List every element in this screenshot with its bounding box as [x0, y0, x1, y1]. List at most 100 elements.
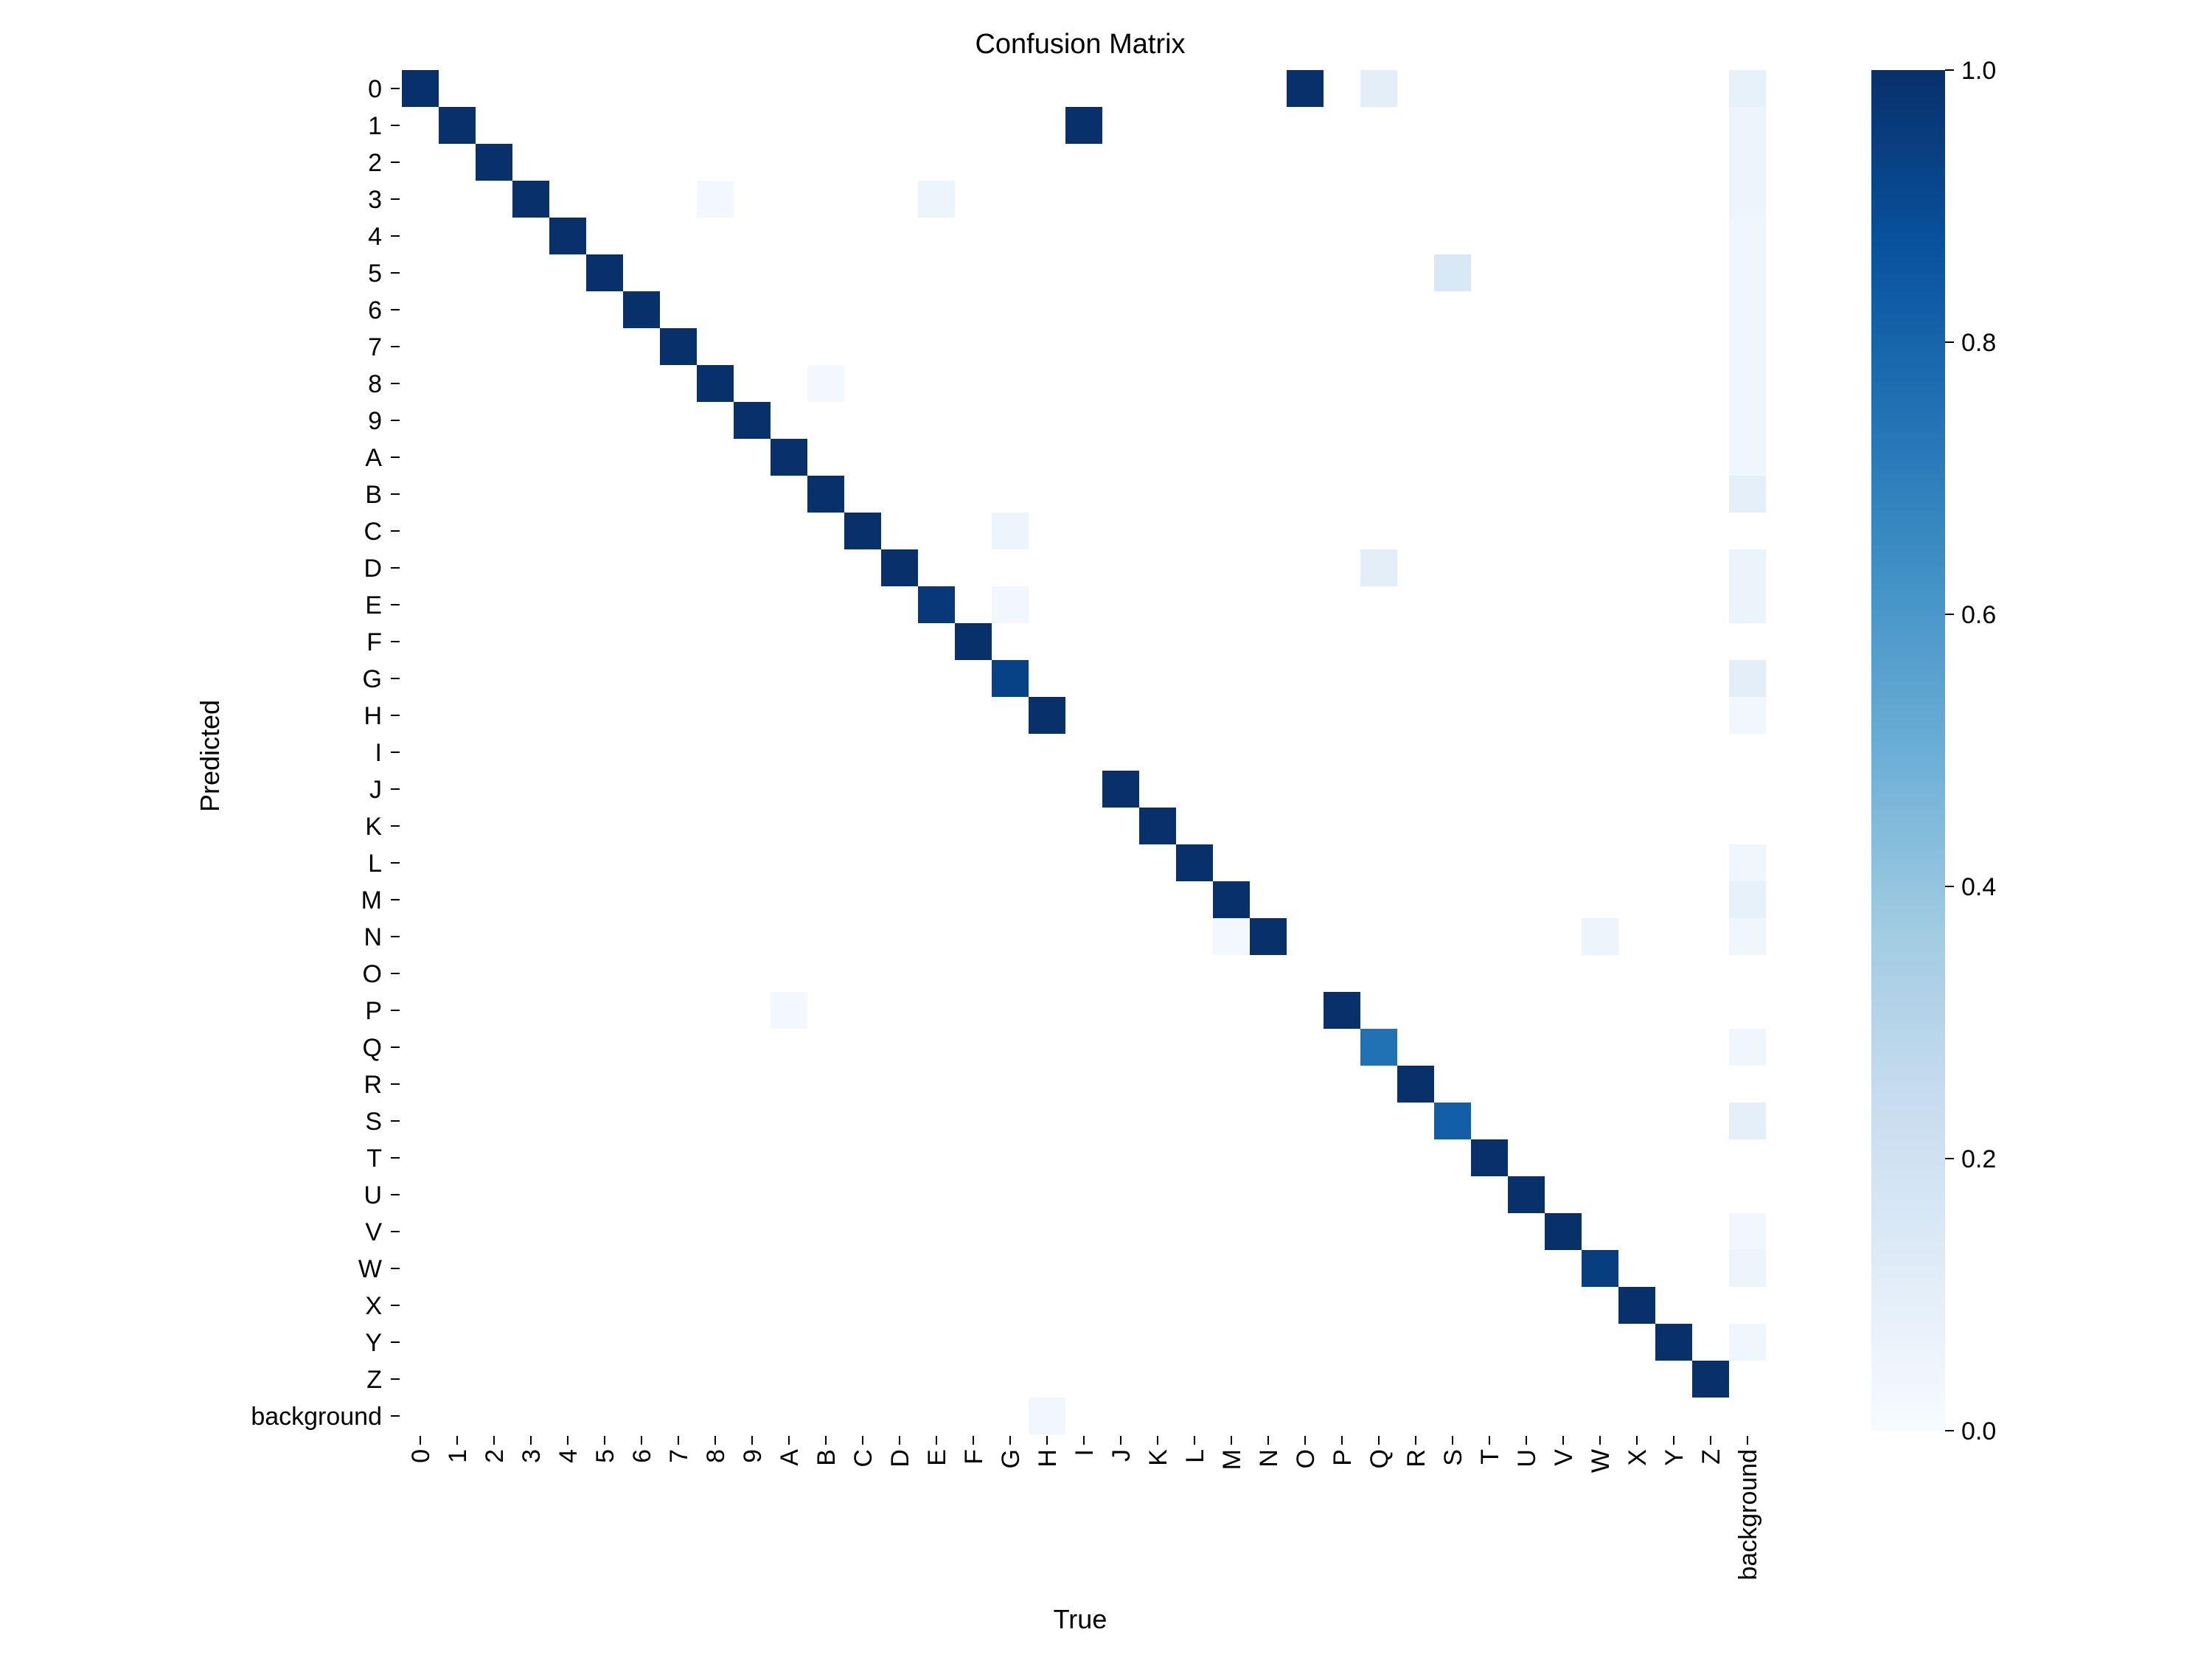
chart-title: Confusion Matrix: [975, 29, 1185, 60]
cell-pred-n-true-background: [1729, 918, 1766, 955]
y-tick-label-0: 0: [368, 75, 382, 103]
cell-pred-5-true-5: [586, 254, 623, 291]
x-tick-label-m: M: [1218, 1449, 1246, 1470]
cell-pred-x-true-x: [1618, 1287, 1655, 1324]
x-tick-label-o: O: [1292, 1449, 1320, 1468]
y-tick-label-8: 8: [368, 370, 382, 398]
y-tick-label-n: N: [364, 923, 382, 951]
y-axis-label: Predicted: [195, 700, 225, 812]
y-tick-label-e: E: [365, 591, 382, 619]
cell-pred-b-true-background: [1729, 476, 1766, 513]
x-tick-label-0: 0: [407, 1449, 435, 1463]
x-tick-label-4: 4: [554, 1449, 582, 1463]
cell-pred-z-true-z: [1692, 1361, 1729, 1398]
cell-pred-0-true-background: [1729, 70, 1766, 107]
cell-pred-6-true-6: [623, 291, 660, 328]
cell-pred-y-true-background: [1729, 1324, 1766, 1361]
cell-pred-8-true-b: [807, 365, 844, 402]
cell-pred-w-true-w: [1582, 1250, 1618, 1287]
colorbar-tick-label-0-0: 0.0: [1961, 1417, 1996, 1445]
cell-pred-e-true-background: [1729, 586, 1766, 623]
y-tick-label-2: 2: [368, 149, 382, 177]
x-tick-label-background: background: [1734, 1449, 1762, 1580]
cell-pred-y-true-y: [1655, 1324, 1692, 1361]
y-tick-label-s: S: [365, 1108, 382, 1136]
colorbar-gradient: [1871, 70, 1945, 1431]
cell-pred-n-true-n: [1250, 918, 1287, 955]
y-tick-label-background: background: [251, 1403, 382, 1431]
cell-pred-q-true-q: [1360, 1029, 1397, 1066]
cell-pred-v-true-v: [1545, 1213, 1582, 1250]
colorbar-tick-label-1-0: 1.0: [1961, 57, 1996, 85]
y-tick-label-f: F: [366, 628, 382, 656]
x-tick-label-x: X: [1624, 1449, 1652, 1466]
cell-pred-n-true-w: [1582, 918, 1618, 955]
cell-pred-e-true-e: [918, 586, 955, 623]
x-tick-label-v: V: [1550, 1449, 1578, 1466]
cell-pred-d-true-d: [881, 549, 918, 586]
y-tick-label-k: K: [365, 813, 382, 841]
y-tick-label-i: I: [375, 739, 382, 767]
y-tick-label-a: A: [365, 444, 382, 472]
cell-pred-1-true-background: [1729, 107, 1766, 144]
cell-pred-4-true-background: [1729, 218, 1766, 254]
x-tick-label-e: E: [923, 1449, 951, 1466]
cell-pred-4-true-4: [549, 218, 586, 254]
cell-pred-l-true-l: [1176, 844, 1213, 881]
x-tick-label-l: L: [1181, 1449, 1209, 1463]
x-tick-label-g: G: [997, 1449, 1025, 1468]
cell-pred-6-true-background: [1729, 291, 1766, 328]
cell-pred-q-true-background: [1729, 1029, 1766, 1066]
cell-pred-9-true-9: [734, 402, 771, 439]
y-tick-label-9: 9: [368, 407, 382, 435]
y-tick-label-z: Z: [366, 1366, 382, 1394]
y-tick-label-c: C: [364, 518, 382, 546]
y-tick-label-4: 4: [368, 223, 382, 251]
x-tick-label-s: S: [1439, 1449, 1467, 1466]
y-tick-label-h: H: [364, 702, 382, 730]
cell-pred-background-true-h: [1029, 1398, 1065, 1434]
x-tick-label-9: 9: [739, 1449, 767, 1463]
y-tick-label-v: V: [365, 1218, 382, 1246]
colorbar-tick-label-0-6: 0.6: [1961, 601, 1996, 629]
cell-pred-g-true-background: [1729, 660, 1766, 697]
cell-pred-f-true-f: [955, 623, 992, 660]
x-tick-label-z: Z: [1697, 1449, 1725, 1465]
cell-pred-1-true-1: [439, 107, 476, 144]
colorbar-tick-label-0-4: 0.4: [1961, 873, 1996, 901]
y-tick-label-q: Q: [363, 1034, 382, 1062]
y-tick-label-d: D: [364, 555, 382, 583]
x-tick-label-1: 1: [444, 1449, 472, 1463]
y-tick-label-x: X: [365, 1292, 382, 1320]
cell-pred-r-true-r: [1397, 1066, 1434, 1103]
heatmap-cells: [402, 70, 1766, 1434]
colorbar-tick-label-0-2: 0.2: [1961, 1145, 1996, 1173]
x-tick-label-u: U: [1513, 1449, 1541, 1468]
cell-pred-a-true-a: [771, 439, 807, 476]
cell-pred-g-true-g: [992, 660, 1029, 697]
cell-pred-5-true-background: [1729, 254, 1766, 291]
cell-pred-j-true-j: [1102, 771, 1139, 808]
cell-pred-v-true-background: [1729, 1213, 1766, 1250]
cell-pred-h-true-h: [1029, 697, 1065, 734]
y-tick-label-7: 7: [368, 333, 382, 361]
x-tick-label-h: H: [1034, 1449, 1062, 1468]
cell-pred-s-true-s: [1434, 1103, 1471, 1139]
colorbar-tick-label-0-8: 0.8: [1961, 329, 1996, 357]
cell-pred-a-true-background: [1729, 439, 1766, 476]
x-tick-label-j: J: [1107, 1449, 1135, 1462]
cell-pred-l-true-background: [1729, 844, 1766, 881]
cell-pred-b-true-b: [807, 476, 844, 513]
y-tick-label-p: P: [365, 997, 382, 1025]
x-tick-label-2: 2: [481, 1449, 509, 1463]
x-tick-label-w: W: [1587, 1449, 1615, 1473]
cell-pred-0-true-0: [402, 70, 439, 107]
cell-pred-1-true-i: [1065, 107, 1102, 144]
cell-pred-0-true-o: [1287, 70, 1324, 107]
x-tick-label-n: N: [1255, 1449, 1283, 1468]
colorbar: 0.0 0.2 0.4 0.6 0.8 1.0: [1871, 57, 1996, 1445]
y-tick-label-1: 1: [368, 112, 382, 140]
x-tick-label-q: Q: [1366, 1449, 1394, 1468]
y-tick-label-l: L: [368, 850, 382, 878]
